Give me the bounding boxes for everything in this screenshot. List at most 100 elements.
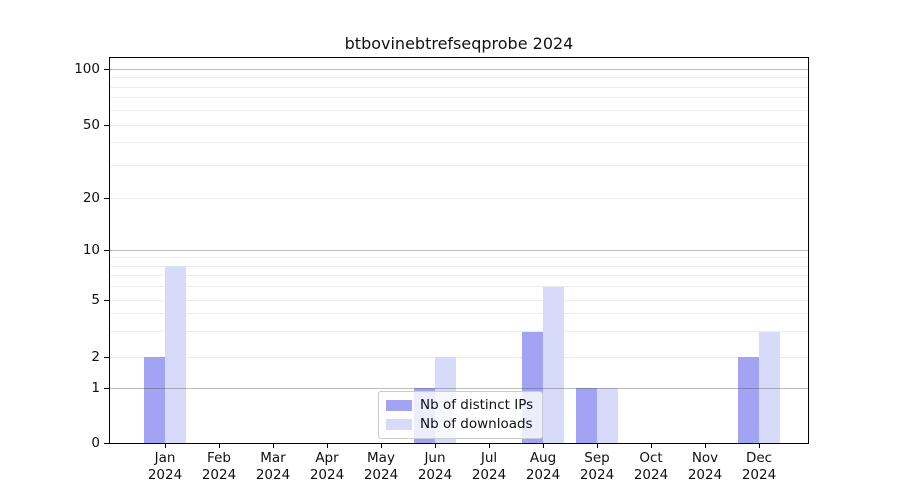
downloads-swatch-icon <box>386 418 412 430</box>
y-tick-label: 5 <box>91 292 100 308</box>
minor-gridline <box>110 286 808 288</box>
major-gridline <box>110 68 808 70</box>
legend: Nb of distinct IPs Nb of downloads <box>378 391 544 439</box>
y-tick-mark <box>104 442 110 444</box>
x-tick-month: Jun <box>424 450 446 466</box>
minor-gridline <box>110 124 808 126</box>
x-tick-mark <box>704 443 706 448</box>
x-tick-label-aug: Aug 2024 <box>511 450 575 484</box>
x-tick-mark <box>164 443 166 448</box>
minor-gridline <box>110 97 808 99</box>
y-tick-label: 1 <box>91 380 100 396</box>
legend-label-downloads: Nb of downloads <box>420 416 533 432</box>
minor-gridline <box>110 313 808 315</box>
minor-gridline <box>110 197 808 199</box>
bar-jan-downloads <box>165 266 186 443</box>
bar-sep-downloads <box>597 388 618 443</box>
x-tick-month: May <box>367 450 395 466</box>
x-tick-label-feb: Feb 2024 <box>187 450 251 484</box>
x-tick-month: Dec <box>745 450 773 466</box>
distinct-ips-swatch-icon <box>386 399 412 411</box>
x-tick-label-jul: Jul 2024 <box>457 450 521 484</box>
x-tick-label-oct: Oct 2024 <box>619 450 683 484</box>
bar-jan-distinct-ips <box>144 357 165 443</box>
x-tick-month: Aug <box>529 450 557 466</box>
minor-gridline <box>110 86 808 88</box>
y-tick-label: 20 <box>82 190 100 206</box>
x-tick-mark <box>650 443 652 448</box>
major-gridline <box>110 387 808 389</box>
bar-dec-downloads <box>759 331 780 443</box>
x-tick-month: Feb <box>207 450 231 466</box>
minor-gridlines-layer <box>110 58 808 443</box>
y-tick-label: 50 <box>82 117 100 133</box>
y-tick-label: 100 <box>74 61 100 77</box>
x-tick-mark <box>380 443 382 448</box>
bar-sep-distinct-ips <box>576 388 597 443</box>
y-tick-label: 10 <box>82 242 100 258</box>
x-tick-month: Jul <box>480 450 498 466</box>
x-tick-mark <box>218 443 220 448</box>
y-tick-mark <box>104 197 110 199</box>
x-tick-label-jun: Jun 2024 <box>403 450 467 484</box>
minor-gridline <box>110 109 808 111</box>
x-tick-year: 2024 <box>363 467 399 483</box>
x-tick-year: 2024 <box>201 467 237 483</box>
bar-aug-downloads <box>543 286 564 443</box>
minor-gridline <box>110 165 808 167</box>
y-tick-label: 2 <box>91 349 100 365</box>
chart-title: btbovinebtrefseqprobe 2024 <box>344 34 574 53</box>
y-tick-mark <box>104 387 110 389</box>
x-tick-mark <box>326 443 328 448</box>
major-gridlines-layer <box>110 58 808 443</box>
minor-gridline <box>110 275 808 277</box>
x-tick-month: Oct <box>639 450 663 466</box>
x-tick-label-sep: Sep 2024 <box>565 450 629 484</box>
x-tick-month: Nov <box>691 450 719 466</box>
x-tick-mark <box>596 443 598 448</box>
y-tick-label: 0 <box>91 435 100 451</box>
y-tick-mark <box>104 249 110 251</box>
x-tick-label-mar: Mar 2024 <box>241 450 305 484</box>
x-tick-year: 2024 <box>579 467 615 483</box>
x-tick-mark <box>488 443 490 448</box>
x-tick-label-jan: Jan 2024 <box>133 450 197 484</box>
minor-gridline <box>110 331 808 333</box>
y-tick-mark <box>104 356 110 358</box>
x-tick-mark <box>272 443 274 448</box>
x-tick-mark <box>758 443 760 448</box>
x-tick-label-nov: Nov 2024 <box>673 450 737 484</box>
x-tick-year: 2024 <box>741 467 777 483</box>
minor-gridline <box>110 77 808 78</box>
minor-gridline <box>110 265 808 267</box>
x-tick-year: 2024 <box>687 467 723 483</box>
y-tick-mark <box>104 68 110 70</box>
x-tick-year: 2024 <box>255 467 291 483</box>
minor-gridline <box>110 142 808 144</box>
bar-dec-distinct-ips <box>738 357 759 443</box>
minor-gridline <box>110 299 808 301</box>
x-tick-year: 2024 <box>525 467 561 483</box>
y-tick-mark <box>104 124 110 126</box>
x-tick-label-apr: Apr 2024 <box>295 450 359 484</box>
x-tick-year: 2024 <box>309 467 345 483</box>
x-tick-label-may: May 2024 <box>349 450 413 484</box>
plot-area <box>109 57 809 444</box>
legend-item-distinct-ips: Nb of distinct IPs <box>386 397 533 413</box>
x-tick-label-dec: Dec 2024 <box>727 450 791 484</box>
x-tick-month: Mar <box>260 450 286 466</box>
x-tick-mark <box>434 443 436 448</box>
x-tick-month: Sep <box>584 450 610 466</box>
x-tick-year: 2024 <box>633 467 669 483</box>
x-tick-year: 2024 <box>417 467 453 483</box>
x-tick-month: Jan <box>154 450 176 466</box>
x-tick-year: 2024 <box>147 467 183 483</box>
major-gridline <box>110 249 808 251</box>
x-tick-month: Apr <box>315 450 339 466</box>
legend-label-distinct-ips: Nb of distinct IPs <box>420 397 534 413</box>
y-tick-mark <box>104 299 110 301</box>
x-tick-year: 2024 <box>471 467 507 483</box>
x-tick-mark <box>542 443 544 448</box>
legend-item-downloads: Nb of downloads <box>386 416 533 432</box>
